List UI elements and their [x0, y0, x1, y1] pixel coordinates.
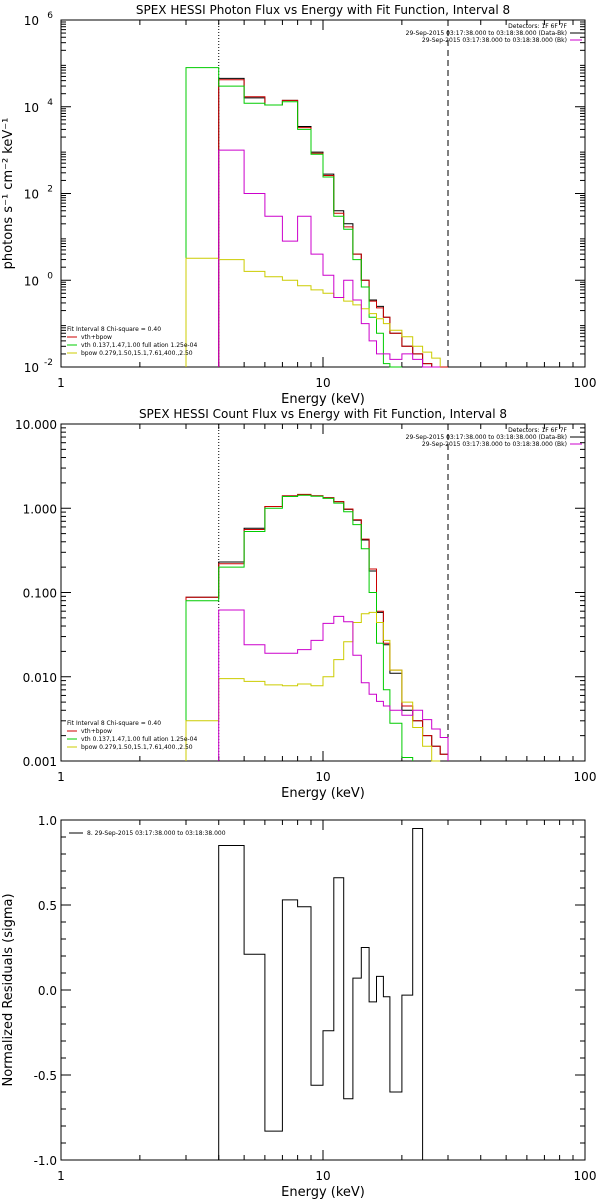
x-tick-label: 1 [57, 1169, 65, 1183]
y-tick-label: -0.5 [34, 1069, 57, 1083]
x-tick-label: 10 [315, 1169, 330, 1183]
y-tick-label: -1.0 [34, 1154, 57, 1168]
x-tick-label: 10 [315, 376, 330, 390]
x-axis-label: Energy (keV) [281, 392, 365, 407]
x-tick-label: 100 [574, 376, 597, 390]
chart-title: SPEX HESSI Count Flux vs Energy with Fit… [139, 407, 507, 421]
y-tick-label: 0.001 [23, 755, 57, 769]
y-axis-label: photons s⁻¹ cm⁻² keV⁻¹ [1, 118, 16, 270]
info-line: 29-Sep-2015 03:17:38.000 to 03:18:38.000… [406, 434, 567, 441]
y-tick-label: 10 [24, 361, 39, 375]
x-axis-label: Energy (keV) [281, 786, 365, 801]
info-line: 29-Sep-2015 03:17:38.000 to 03:18:38.000… [406, 30, 567, 37]
y-tick-label: 10 [24, 14, 39, 28]
y-tick-label: 10 [24, 101, 39, 115]
x-tick-label: 100 [574, 770, 597, 784]
legend-entry: 8. 29-Sep-2015 03:17:38.000 to 03:18:38.… [87, 830, 226, 837]
legend-entry: vth+bpow [81, 334, 112, 341]
legend-entry: vth+bpow [81, 728, 112, 735]
y-tick-label: 10 [24, 188, 39, 202]
legend-entry: vth 0.137,1.47,1.00 full ation 1.25e-04 [81, 342, 197, 349]
series-line [218, 609, 449, 761]
legend-entry: vth 0.137,1.47,1.00 full ation 1.25e-04 [81, 736, 197, 743]
y-tick-label: 10.000 [15, 418, 57, 432]
info-line: Detectors: 1F 6F 7F [508, 427, 567, 434]
y-tick-label: 1.0 [38, 814, 57, 828]
info-line: 29-Sep-2015 03:17:38.000 to 03:18:38.000… [422, 441, 567, 448]
info-line: 29-Sep-2015 03:17:38.000 to 03:18:38.000… [422, 37, 567, 44]
info-line: Detectors: 1F 6F 7F [508, 23, 567, 30]
y-tick-label: 0.5 [38, 899, 57, 913]
series-line [185, 494, 414, 761]
series-line [218, 149, 441, 368]
y-tick-label: 0.100 [23, 587, 57, 601]
y-tick-label: 0.0 [38, 984, 57, 998]
legend-entry: bpow 0.279,1.50,15.1,7.61,400.,2.50 [81, 350, 193, 357]
x-axis-label: Energy (keV) [281, 1185, 365, 1200]
x-tick-label: 100 [574, 1169, 597, 1183]
y-tick-label: 10 [24, 274, 39, 288]
legend-title: Fit Interval 8 Chi-square = 0.40 [67, 326, 161, 333]
y-tick-exponent: -2 [44, 358, 53, 368]
series-line [185, 257, 441, 367]
y-tick-label: 1.000 [23, 502, 57, 516]
y-tick-exponent: 0 [47, 271, 53, 281]
chart-title: SPEX HESSI Photon Flux vs Energy with Fi… [136, 3, 510, 17]
y-tick-label: 0.010 [23, 671, 57, 685]
legend-title: Fit Interval 8 Chi-square = 0.40 [67, 720, 161, 727]
legend-entry: bpow 0.279,1.50,15.1,7.61,400.,2.50 [81, 744, 193, 751]
series-line [185, 67, 402, 368]
y-tick-exponent: 6 [47, 11, 53, 21]
x-tick-label: 1 [57, 770, 65, 784]
series-line [185, 493, 449, 761]
y-tick-exponent: 2 [47, 185, 53, 195]
series-line [218, 828, 424, 1160]
x-tick-label: 1 [57, 376, 65, 390]
y-axis-label: Normalized Residuals (sigma) [1, 893, 16, 1086]
y-tick-exponent: 4 [47, 98, 53, 108]
x-tick-label: 10 [315, 770, 330, 784]
